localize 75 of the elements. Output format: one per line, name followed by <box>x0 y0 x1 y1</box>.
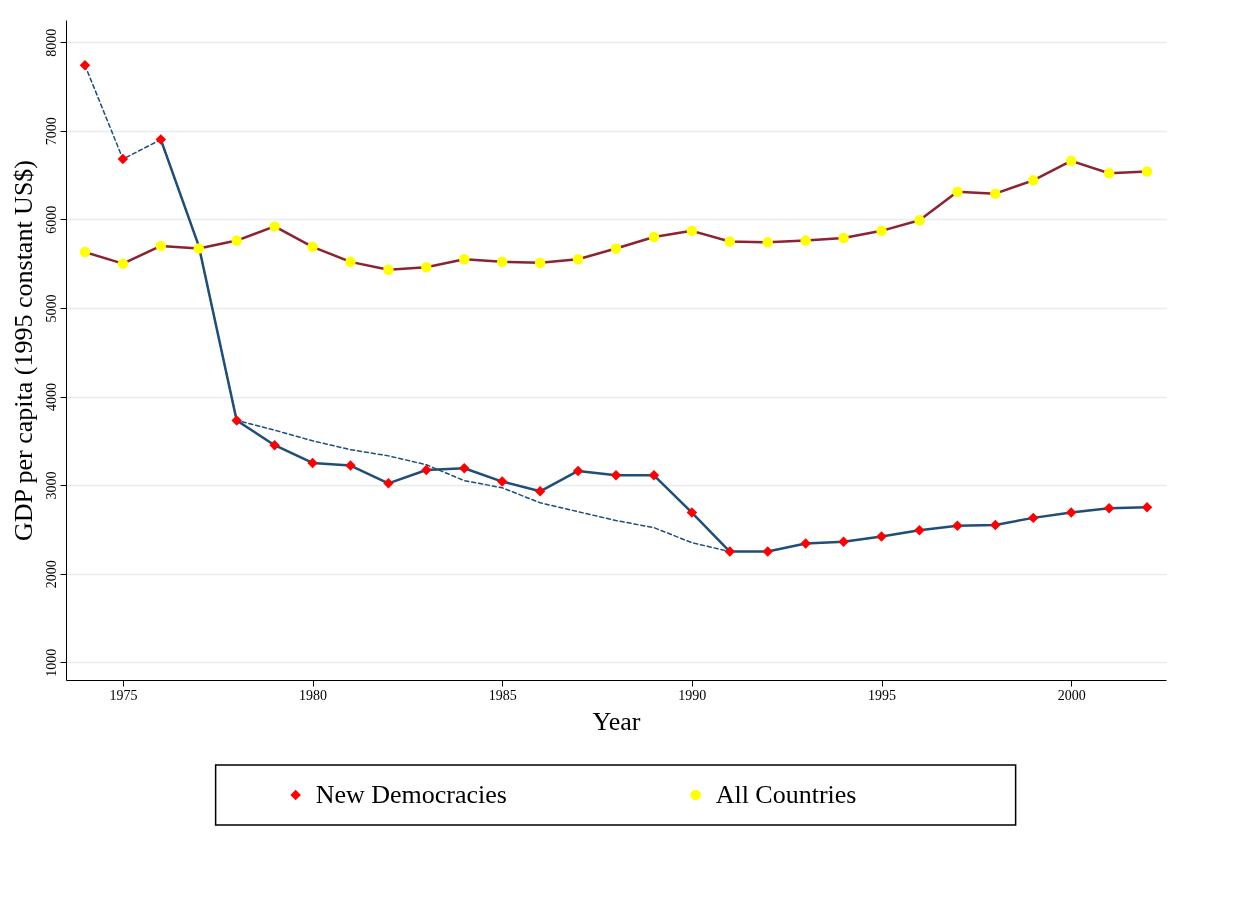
x-tick-label: 1985 <box>488 687 517 703</box>
point <box>800 235 811 246</box>
point <box>269 221 280 232</box>
point <box>155 134 167 145</box>
point <box>345 460 356 471</box>
x-tick-label: 1995 <box>868 687 897 703</box>
point <box>231 415 242 426</box>
point <box>307 457 318 469</box>
point <box>610 470 622 481</box>
x-tick-label: 1980 <box>299 687 328 703</box>
point <box>307 241 318 253</box>
point <box>1065 155 1077 167</box>
y-tick-label: 8000 <box>43 28 59 57</box>
point <box>459 463 470 474</box>
point <box>1103 502 1115 514</box>
point <box>383 264 394 276</box>
point <box>800 538 811 549</box>
y-tick-label: 7000 <box>43 117 59 146</box>
point <box>1028 175 1039 186</box>
point <box>269 439 280 451</box>
point <box>876 531 887 542</box>
y-tick-label: 2000 <box>43 560 59 589</box>
y-axis-title: GDP per capita (1995 constant US$) <box>8 159 38 542</box>
point <box>231 235 242 246</box>
point <box>952 186 963 198</box>
point <box>1103 168 1115 179</box>
point <box>1141 166 1153 177</box>
point <box>914 214 925 226</box>
point <box>686 507 698 518</box>
legend-label: New Democracies <box>315 780 507 809</box>
point <box>79 59 91 71</box>
y-tick-label: 4000 <box>43 383 59 412</box>
point <box>79 246 91 258</box>
legend-label: All Countries <box>715 780 857 809</box>
point <box>459 253 470 265</box>
point <box>648 231 660 243</box>
y-tick-label: 6000 <box>43 205 59 234</box>
x-tick-label: 2000 <box>1057 687 1086 703</box>
x-tick-label: 1990 <box>678 687 707 703</box>
point <box>534 257 546 268</box>
point <box>762 237 773 248</box>
point <box>421 261 432 273</box>
point <box>496 256 508 268</box>
point <box>155 240 167 252</box>
x-axis-title: Year <box>592 706 641 736</box>
point <box>762 546 773 557</box>
point <box>610 243 622 254</box>
point <box>838 536 849 548</box>
point <box>572 465 584 477</box>
point <box>345 256 356 268</box>
point <box>117 258 129 269</box>
point <box>952 520 963 532</box>
point <box>383 478 394 489</box>
point <box>572 253 584 265</box>
y-tick-label: 3000 <box>43 471 59 500</box>
point <box>648 470 660 481</box>
point <box>534 486 546 497</box>
point <box>838 232 849 244</box>
point <box>496 476 508 487</box>
point <box>1141 502 1153 513</box>
point <box>990 188 1001 199</box>
y-tick-label: 1000 <box>43 648 59 677</box>
point <box>686 225 698 237</box>
point <box>117 153 129 165</box>
y-tick-label: 5000 <box>43 294 59 323</box>
point <box>724 236 736 247</box>
x-tick-label: 1975 <box>109 687 138 703</box>
point <box>421 464 432 476</box>
point <box>914 525 925 536</box>
point <box>990 519 1001 531</box>
point <box>1028 512 1039 524</box>
point <box>193 243 204 254</box>
point <box>724 546 736 557</box>
point <box>876 225 887 237</box>
point <box>1065 507 1077 518</box>
